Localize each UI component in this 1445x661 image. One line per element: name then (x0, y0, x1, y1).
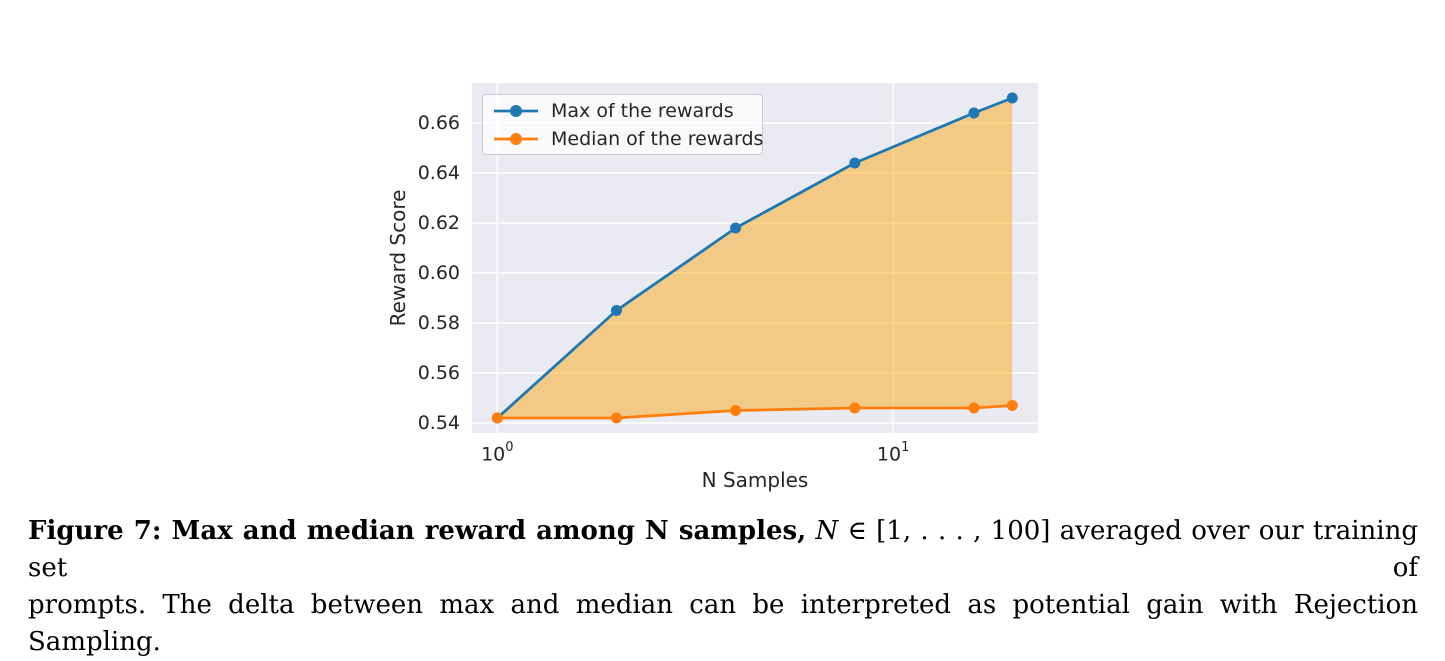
caption-line-2: prompts. The delta between max and media… (28, 587, 1418, 661)
y-tick-label: 0.54 (417, 412, 460, 434)
caption-bold-text: Figure 7: Max and median reward among N … (28, 516, 807, 546)
data-point-marker (610, 305, 622, 316)
legend-item-median: Median of the rewards (493, 126, 763, 151)
data-point-marker (730, 222, 742, 234)
chart-legend: Max of the rewards Median of the rewards (482, 94, 763, 155)
data-point-marker (849, 157, 861, 169)
caption-line1-rest: averaged over our training set of (28, 516, 1418, 583)
caption-line-1: Figure 7: Max and median reward among N … (28, 513, 1418, 587)
y-tick-label: 0.66 (417, 112, 460, 134)
y-tick-label: 0.58 (417, 312, 460, 334)
caption-math-text: ∈ [1, . . . , 100] (838, 516, 1051, 546)
x-tick-label: 100 (481, 440, 514, 466)
x-tick-label: 101 (876, 440, 910, 466)
data-point-marker (610, 412, 622, 424)
legend-label-median: Median of the rewards (551, 127, 764, 150)
median-line (497, 404, 1013, 420)
y-tick-label: 0.64 (417, 162, 460, 184)
data-point-marker (968, 107, 980, 119)
caption-math-variable: N (806, 516, 839, 546)
legend-marker-median-icon (510, 132, 522, 145)
legend-sample-median (494, 132, 538, 145)
data-point-marker (968, 402, 980, 414)
data-point-marker (730, 405, 742, 416)
legend-item-max: Max of the rewards (493, 98, 752, 123)
y-tick-label: 0.56 (417, 362, 460, 384)
caption-line2-text: prompts. The delta between max and media… (28, 590, 1418, 657)
data-point-marker (491, 412, 503, 424)
legend-sample-max (494, 104, 538, 117)
data-point-marker (1006, 400, 1018, 411)
x-axis-label: N Samples (701, 468, 809, 492)
data-point-marker (849, 402, 861, 414)
y-tick-label: 0.60 (417, 262, 460, 284)
fill-area (497, 98, 1013, 418)
legend-marker-max-icon (510, 104, 522, 117)
max-line (496, 96, 1013, 420)
data-point-marker (1006, 92, 1018, 104)
legend-label-max: Max of the rewards (551, 99, 734, 122)
figure-caption: Figure 7: Max and median reward among N … (28, 513, 1418, 661)
y-tick-label: 0.62 (417, 212, 460, 234)
